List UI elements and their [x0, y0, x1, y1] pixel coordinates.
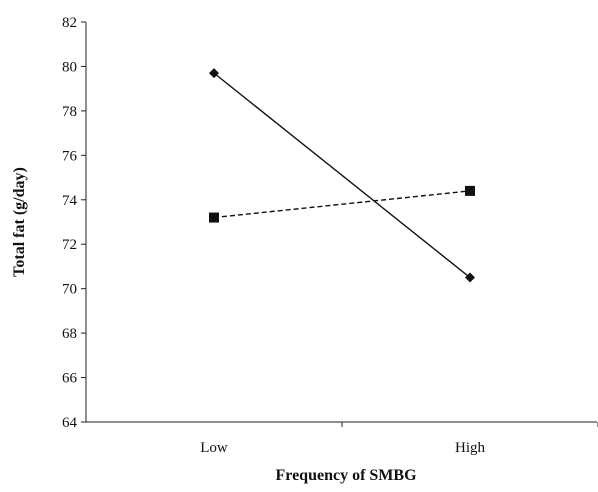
- y-tick-label: 74: [62, 193, 78, 209]
- y-ticks: 64 66 68 70 72 74 76 78 80 82: [62, 15, 86, 431]
- square-marker: [209, 212, 219, 223]
- y-tick-label: 72: [62, 237, 77, 253]
- y-tick-label: 68: [62, 326, 77, 342]
- y-tick-label: 80: [62, 59, 77, 75]
- x-axis-title: Frequency of SMBG: [275, 467, 417, 484]
- y-tick-label: 66: [62, 371, 78, 387]
- y-tick-label: 78: [62, 104, 77, 120]
- diamond-marker: [465, 272, 475, 283]
- y-tick-label: 70: [62, 282, 77, 298]
- square-marker: [465, 185, 475, 196]
- axes: [85, 22, 597, 423]
- x-tick-label: High: [455, 440, 486, 456]
- series-line: [213, 190, 471, 219]
- series-group: [209, 68, 475, 283]
- y-tick-label: 82: [62, 15, 77, 31]
- x-tick-label: Low: [200, 440, 228, 456]
- y-axis-title: Total fat (g/day): [11, 167, 28, 277]
- series-1: [209, 68, 475, 283]
- y-tick-label: 64: [62, 415, 78, 431]
- x-ticks: Low High: [200, 422, 598, 456]
- y-tick-label: 76: [62, 148, 78, 164]
- series-line: [213, 72, 471, 279]
- diamond-marker: [209, 68, 219, 79]
- series-2: [209, 185, 475, 223]
